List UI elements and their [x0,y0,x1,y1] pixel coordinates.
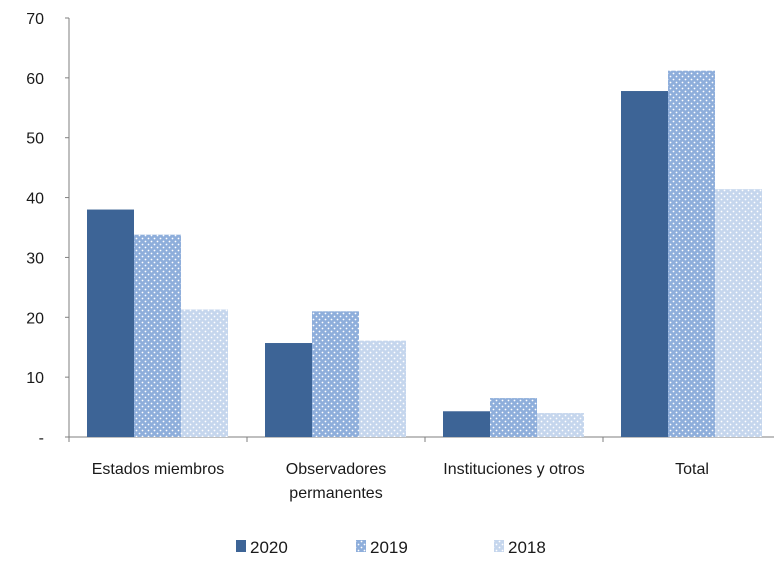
y-tick-label: 20 [26,310,44,327]
bar-2019-3 [668,70,715,437]
x-category-label: Observadores [286,461,387,478]
y-tick-label: 30 [26,250,44,267]
legend-label-2020: 2020 [250,538,288,557]
bar-2018-3 [715,189,762,437]
x-category-label: Total [675,461,709,478]
bar-2020-0 [87,209,134,437]
bar-2018-0 [181,309,228,437]
y-tick-label: 70 [26,11,44,28]
legend-swatch-2018 [494,540,504,552]
bar-2020-2 [443,411,490,437]
bar-2020-1 [265,343,312,437]
bar-2020-3 [621,91,668,438]
y-tick-label: 10 [26,370,44,387]
y-tick-label: 50 [26,131,44,148]
bar-2019-2 [490,398,537,437]
bar-2018-2 [537,413,584,437]
legend-swatch-2019 [356,540,366,552]
legend-swatch-2020 [236,540,246,552]
x-category-label: Estados miembros [92,461,225,478]
y-tick-label: 60 [26,71,44,88]
x-category-label: Instituciones y otros [443,461,584,478]
y-tick-label: 40 [26,191,44,208]
legend-label-2018: 2018 [508,538,546,557]
y-tick-label: - [39,430,44,447]
bar-2019-1 [312,311,359,437]
bar-2018-1 [359,340,406,437]
bar-2019-0 [134,234,181,437]
legend-label-2019: 2019 [370,538,408,557]
x-category-label: permanentes [289,485,382,502]
